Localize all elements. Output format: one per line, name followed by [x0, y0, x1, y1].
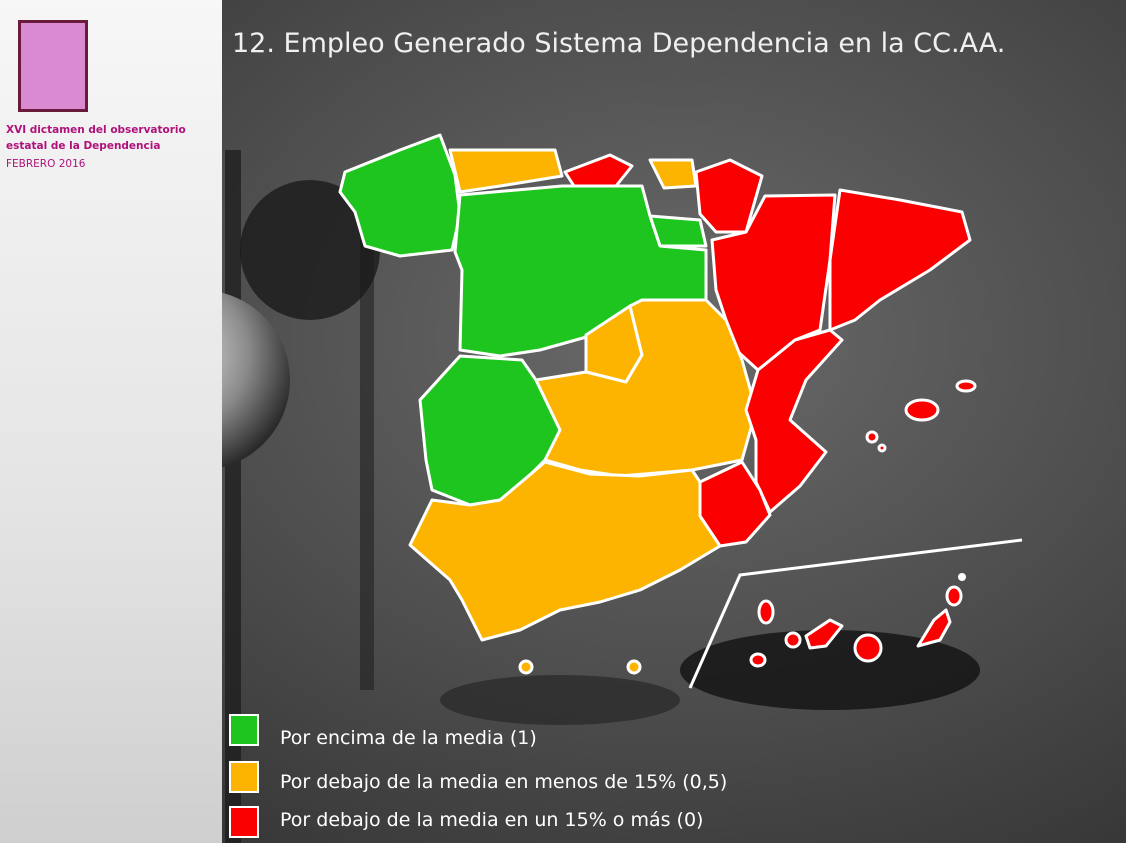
legend-swatch — [229, 761, 259, 793]
region — [650, 160, 696, 188]
map — [0, 0, 1126, 843]
region — [628, 661, 640, 673]
region — [906, 400, 938, 420]
canary-inset-line — [690, 540, 1022, 688]
region — [759, 601, 773, 623]
region — [806, 620, 842, 648]
islet — [958, 573, 966, 581]
legend-label: Por encima de la media (1) — [280, 727, 537, 749]
region — [786, 633, 800, 647]
region — [867, 432, 877, 442]
region — [830, 190, 970, 330]
region — [340, 135, 460, 256]
region — [855, 635, 881, 661]
legend-label: Por debajo de la media en menos de 15% (… — [280, 771, 727, 793]
legend-swatch — [229, 714, 259, 746]
region — [918, 610, 950, 646]
region — [751, 654, 765, 666]
legend-label: Por debajo de la media en un 15% o más (… — [280, 809, 703, 831]
legend-swatch — [229, 806, 259, 838]
region — [957, 381, 975, 391]
slide: XVI dictamen del observatorio estatal de… — [0, 0, 1126, 843]
region — [520, 661, 532, 673]
region — [450, 150, 562, 192]
regions — [340, 135, 975, 673]
region — [879, 445, 885, 451]
region — [947, 587, 961, 605]
